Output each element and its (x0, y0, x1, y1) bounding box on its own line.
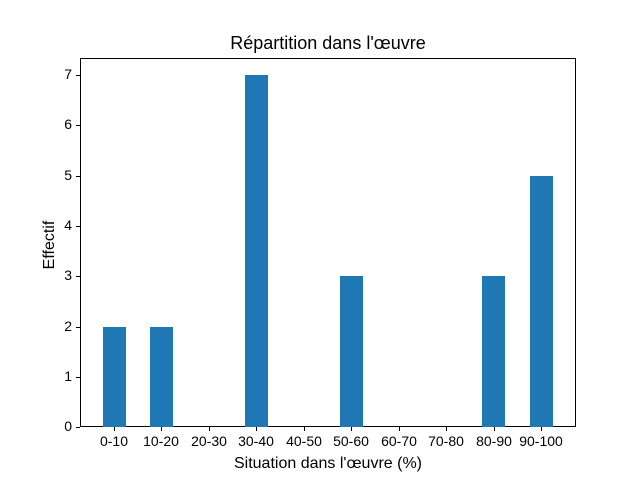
svg-text:1: 1 (64, 368, 72, 384)
svg-text:30-40: 30-40 (238, 433, 274, 449)
svg-text:20-30: 20-30 (191, 433, 227, 449)
svg-text:90-100: 90-100 (519, 433, 563, 449)
svg-text:6: 6 (64, 116, 72, 132)
svg-text:5: 5 (64, 167, 72, 183)
svg-text:50-60: 50-60 (333, 433, 369, 449)
svg-text:60-70: 60-70 (381, 433, 417, 449)
svg-text:2: 2 (64, 318, 72, 334)
svg-text:0-10: 0-10 (100, 433, 128, 449)
svg-text:Répartition dans l'œuvre: Répartition dans l'œuvre (230, 33, 426, 53)
svg-text:Effectif: Effectif (41, 220, 58, 269)
svg-text:80-90: 80-90 (476, 433, 512, 449)
svg-text:Situation dans l'œuvre (%): Situation dans l'œuvre (%) (234, 455, 422, 472)
svg-text:7: 7 (64, 66, 72, 82)
svg-text:40-50: 40-50 (286, 433, 322, 449)
svg-text:3: 3 (64, 267, 72, 283)
svg-text:70-80: 70-80 (428, 433, 464, 449)
svg-text:4: 4 (64, 217, 72, 233)
svg-text:10-20: 10-20 (143, 433, 179, 449)
svg-text:0: 0 (64, 418, 72, 434)
